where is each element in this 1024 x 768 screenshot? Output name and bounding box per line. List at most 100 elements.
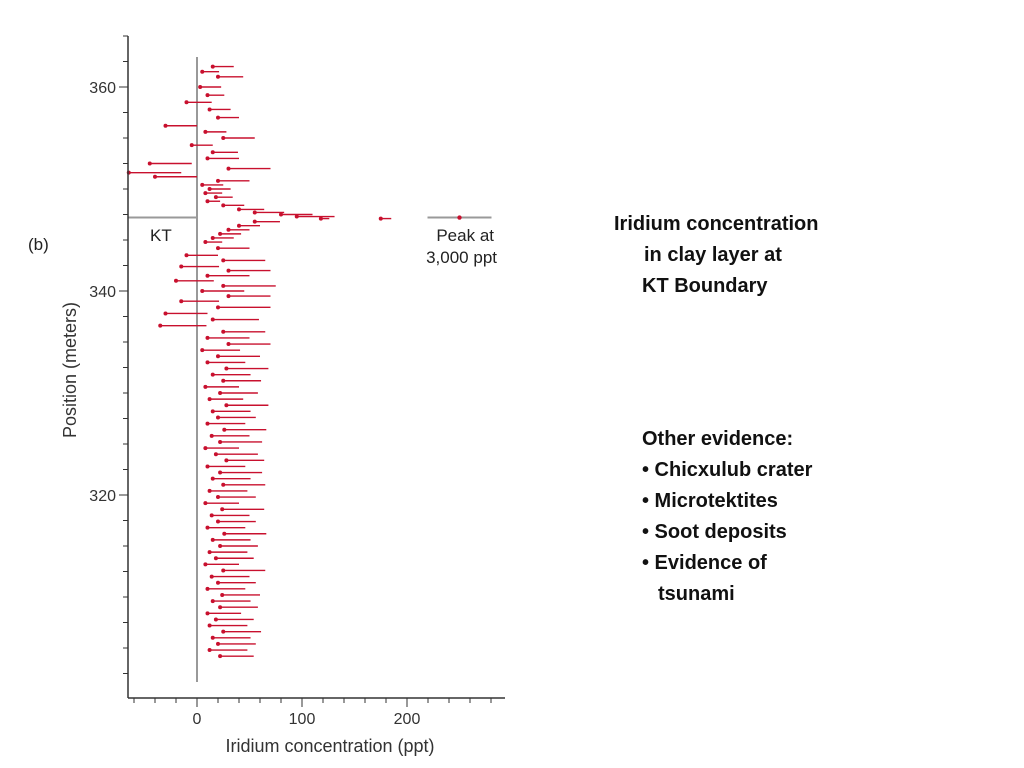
data-point <box>209 513 214 518</box>
data-point <box>207 623 212 628</box>
data-point <box>210 537 215 542</box>
data-point <box>221 258 226 263</box>
y-axis-title: Position (meters) <box>60 302 80 438</box>
data-point <box>205 611 210 616</box>
axes: 320 340 360 0 100 200 <box>89 35 505 728</box>
x-tick-label: 100 <box>289 711 316 728</box>
data-point <box>207 107 212 112</box>
data-point <box>200 348 205 353</box>
iridium-chart: 320 340 360 0 100 200 (b) KT Peak at 3,000 pp… <box>28 35 505 756</box>
data-point <box>216 246 220 251</box>
data-point <box>205 586 210 591</box>
data-point <box>147 161 152 166</box>
data-point <box>218 231 223 236</box>
caption-line-2: in clay layer at <box>644 244 782 266</box>
data-point <box>203 562 208 567</box>
peak-label-line1: Peak at <box>436 226 494 245</box>
data-point <box>237 223 241 228</box>
data-point <box>210 635 215 640</box>
data-point <box>203 446 208 451</box>
data-point <box>221 629 226 634</box>
evidence-item: • Soot deposits <box>642 521 787 543</box>
y-tick-label: 340 <box>89 284 116 301</box>
data-point <box>210 235 215 240</box>
data-point <box>209 574 214 579</box>
data-point <box>226 342 231 347</box>
panel-label: (b) <box>28 235 49 254</box>
data-point <box>216 495 220 500</box>
data-point <box>216 178 220 183</box>
data-points <box>126 64 462 659</box>
data-point <box>205 93 210 98</box>
data-point <box>279 212 283 217</box>
data-point <box>205 525 210 530</box>
data-point <box>378 216 383 221</box>
data-point <box>216 354 220 359</box>
data-point <box>224 366 229 371</box>
data-point <box>210 64 215 69</box>
data-point <box>226 166 231 171</box>
data-point <box>252 210 257 215</box>
data-point <box>207 550 212 555</box>
caption-text: Iridium concentration in clay layer at K… <box>614 209 818 302</box>
evidence-list: Other evidence: • Chicxulub crater • Mic… <box>642 424 812 610</box>
data-point <box>203 501 208 506</box>
data-point <box>218 391 223 395</box>
x-tick-label: 0 <box>193 711 202 728</box>
data-point <box>213 195 218 200</box>
data-point <box>200 289 205 293</box>
evidence-item: • Evidence of <box>642 552 767 574</box>
kt-boundary-label: KT <box>150 226 172 245</box>
evidence-item-continuation: tsunami <box>658 583 735 605</box>
data-point <box>203 129 208 134</box>
data-point <box>210 409 215 414</box>
data-point <box>218 605 223 610</box>
data-point <box>205 273 210 278</box>
data-point <box>205 360 210 365</box>
data-point <box>210 599 215 604</box>
data-point <box>205 421 210 426</box>
evidence-heading: Other evidence: <box>642 428 794 450</box>
reference-lines <box>128 57 492 682</box>
data-point <box>218 439 223 444</box>
data-point <box>205 464 210 469</box>
caption-line-3: KT Boundary <box>642 275 768 297</box>
data-point <box>174 278 178 283</box>
data-point <box>203 240 208 245</box>
data-point <box>179 264 184 269</box>
data-point <box>200 69 205 74</box>
data-point <box>221 482 226 487</box>
data-point <box>179 299 184 304</box>
data-point <box>218 470 223 475</box>
data-point <box>222 427 227 432</box>
data-point <box>221 329 226 334</box>
data-point <box>294 214 299 219</box>
data-point <box>221 378 226 383</box>
data-point <box>209 433 214 438</box>
data-point <box>210 372 215 377</box>
data-point <box>216 580 220 585</box>
data-point <box>213 617 218 622</box>
caption-line-1: Iridium concentration <box>614 213 819 235</box>
data-point <box>216 74 220 79</box>
data-point <box>221 283 226 288</box>
data-point <box>213 556 218 561</box>
x-tick-label: 200 <box>394 711 421 728</box>
data-point <box>213 452 218 457</box>
data-point <box>218 654 223 659</box>
evidence-item: • Chicxulub crater <box>642 459 813 481</box>
data-point <box>198 85 203 89</box>
data-point <box>207 488 212 493</box>
peak-point <box>457 215 462 220</box>
data-point <box>205 199 210 204</box>
data-point <box>205 335 210 340</box>
data-point <box>318 216 323 221</box>
data-point <box>216 115 220 120</box>
data-point <box>224 458 229 463</box>
data-point <box>200 182 205 187</box>
data-point <box>210 317 215 322</box>
data-point <box>226 294 231 299</box>
data-point <box>224 403 229 408</box>
data-point <box>207 648 212 653</box>
evidence-item: • Microtektites <box>642 490 778 512</box>
